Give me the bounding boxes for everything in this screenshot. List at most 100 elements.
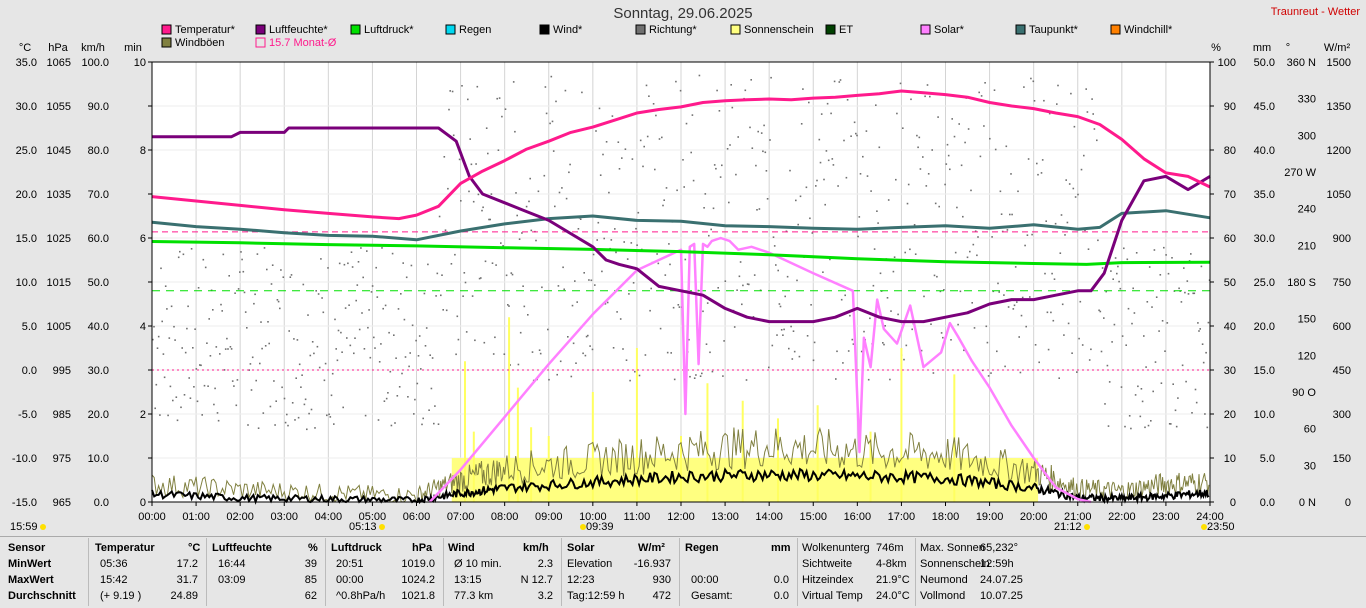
direction-point [1126,258,1129,261]
direction-point [757,130,759,133]
direction-point [923,295,925,298]
direction-point [835,378,837,380]
direction-point [1059,252,1062,254]
direction-point [771,344,774,347]
mm-tick-label: 50.0 [1254,57,1275,69]
direction-point [1043,99,1045,102]
direction-point [973,327,976,329]
direction-point [217,419,220,422]
direction-point [724,280,727,282]
direction-point [896,112,898,115]
direction-point [545,112,548,115]
direction-point [363,348,366,350]
direction-point [855,132,857,135]
direction-point [251,356,254,359]
stats-cell-h-time: 03:09 [218,574,246,586]
unit-mm: mm [1253,42,1271,54]
direction-point [669,263,671,266]
hpa-tick-label: 1005 [47,321,71,333]
direction-point [1016,301,1018,303]
direction-point [1174,409,1177,412]
direction-point [408,365,410,368]
direction-point [201,414,203,416]
direction-point [179,250,181,253]
direction-point [482,206,484,209]
direction-point [366,250,368,252]
direction-point [1030,77,1032,80]
legend-swatch [635,24,646,35]
direction-point [488,218,490,221]
direction-point [458,158,461,161]
direction-point [569,163,571,166]
direction-point [498,97,501,99]
direction-point [742,284,744,287]
direction-point [665,187,668,189]
direction-point [808,101,810,104]
direction-point [170,305,173,308]
direction-point [400,293,402,295]
direction-point [1100,350,1103,353]
mm-tick-label: 45.0 [1254,101,1275,113]
direction-point [1139,415,1142,418]
direction-point [934,202,937,205]
stats-cell-h-val: 85 [304,574,317,586]
direction-point [722,375,724,377]
direction-point [1099,310,1102,313]
direction-point [905,344,908,347]
direction-point [1079,300,1082,303]
time-tick-label: 05:00 [359,511,387,523]
direction-point [802,88,804,90]
direction-point [274,424,276,426]
direction-point [397,308,400,310]
time-tick-label: 23:00 [1152,511,1180,523]
direction-point [878,146,881,149]
temp-tick-label: -10.0 [12,453,37,465]
direction-point [346,337,348,339]
direction-point [1029,296,1031,298]
direction-point [688,338,690,341]
direction-point [806,335,809,337]
direction-point [1119,287,1122,290]
direction-point [337,329,340,332]
direction-point [309,354,312,357]
time-tick-label: 21:00 [1064,511,1092,523]
direction-point [271,264,274,266]
extra2-value: 65,232° [980,542,1019,554]
direction-point [369,356,372,359]
direction-point [1128,415,1131,417]
direction-point [316,345,319,348]
direction-point [1068,183,1071,185]
direction-point [283,397,286,400]
direction-point [1110,270,1112,272]
direction-point [673,378,676,381]
direction-point [741,303,743,306]
direction-point [902,127,904,129]
direction-point [574,280,576,282]
direction-point [964,141,966,144]
direction-point [719,176,722,178]
direction-point [1011,213,1013,216]
direction-point [978,91,980,94]
direction-point [302,283,305,286]
direction-point [241,258,243,261]
deg-tick-label: 330 [1298,94,1316,106]
direction-point [1041,159,1044,161]
direction-point [919,168,922,170]
direction-point [203,384,206,387]
direction-point [558,191,561,194]
column-divider [325,538,326,606]
direction-point [910,98,912,101]
direction-point [154,407,156,410]
direction-point [396,395,399,397]
direction-point [1112,278,1114,280]
direction-point [1034,344,1037,346]
direction-point [846,99,849,101]
direction-point [444,229,447,231]
direction-point [746,283,749,285]
direction-point [294,419,296,421]
direction-point [300,386,302,388]
direction-point [270,283,273,285]
direction-point [250,389,253,391]
direction-point [1104,403,1106,405]
direction-point [1078,337,1080,340]
